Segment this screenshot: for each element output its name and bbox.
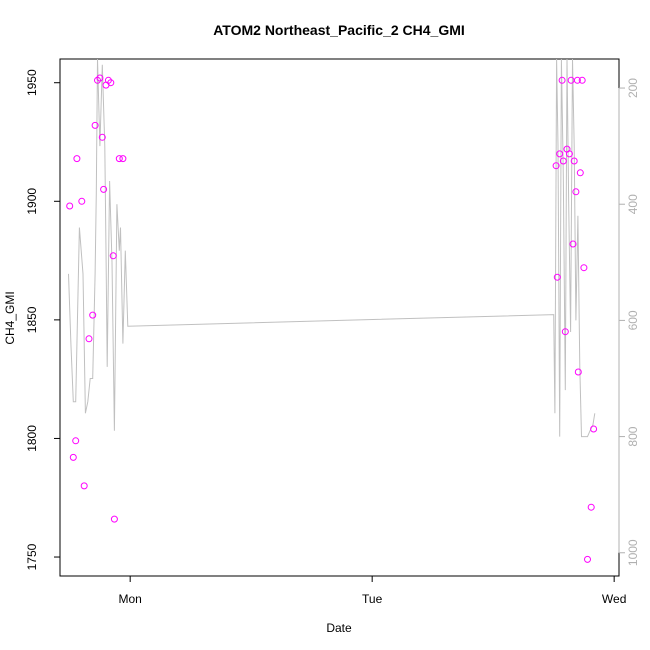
data-point: [559, 157, 567, 165]
data-point: [96, 74, 104, 82]
x-tick-label: Mon: [119, 592, 142, 606]
right-tick-label: 1000: [626, 539, 640, 566]
data-point: [85, 335, 93, 343]
data-point: [587, 503, 595, 511]
data-point: [110, 515, 118, 523]
right-tick-label: 200: [626, 78, 640, 98]
data-point: [561, 328, 569, 336]
data-point: [98, 133, 106, 141]
x-axis-label: Date: [326, 621, 352, 635]
y-tick-label: 1950: [25, 69, 39, 96]
chart-title: ATOM2 Northeast_Pacific_2 CH4_GMI: [213, 22, 465, 38]
data-point: [109, 252, 117, 260]
data-point: [94, 76, 101, 84]
x-tick-label: Wed: [602, 592, 626, 606]
x-tick-label: Tue: [362, 592, 383, 606]
y-axis-label: CH4_GMI: [3, 291, 17, 344]
data-point: [119, 155, 127, 163]
y-tick-label: 1750: [25, 543, 39, 570]
data-point: [590, 425, 598, 433]
data-point: [576, 169, 584, 177]
data-point: [573, 76, 581, 84]
data-point: [69, 453, 77, 461]
data-point: [115, 155, 123, 163]
y-tick-label: 1800: [25, 425, 39, 452]
data-point: [584, 555, 591, 563]
plot-frame: [59, 58, 620, 577]
data-point: [100, 185, 108, 193]
data-point: [580, 264, 588, 272]
y-axis-right: 200 400 600 800 1000: [618, 78, 640, 566]
y-tick-label: 1850: [25, 306, 39, 333]
data-point: [570, 157, 578, 165]
data-point: [552, 162, 560, 170]
right-tick-label: 400: [626, 194, 640, 214]
data-point: [89, 311, 97, 319]
data-point: [91, 121, 99, 129]
data-point: [107, 79, 115, 87]
data-point: [80, 482, 88, 490]
data-point: [574, 368, 582, 376]
data-point: [578, 76, 586, 84]
right-tick-label: 600: [626, 310, 640, 330]
data-point: [572, 188, 580, 196]
data-point: [104, 76, 112, 84]
series-line: [68, 58, 596, 438]
y-axis-left: 1750 1800 1850 1900 1950: [25, 69, 61, 570]
data-point: [558, 76, 566, 84]
right-tick-label: 800: [626, 426, 640, 446]
data-point: [72, 437, 80, 445]
x-axis: Mon Tue Wed: [119, 575, 626, 606]
data-point: [569, 240, 577, 248]
data-point: [556, 150, 564, 158]
y-tick-label: 1900: [25, 188, 39, 215]
data-point: [73, 155, 81, 163]
data-point: [78, 197, 86, 205]
data-point: [565, 150, 573, 158]
data-point: [553, 273, 561, 281]
data-point: [66, 202, 74, 210]
series-layer: [66, 58, 598, 563]
